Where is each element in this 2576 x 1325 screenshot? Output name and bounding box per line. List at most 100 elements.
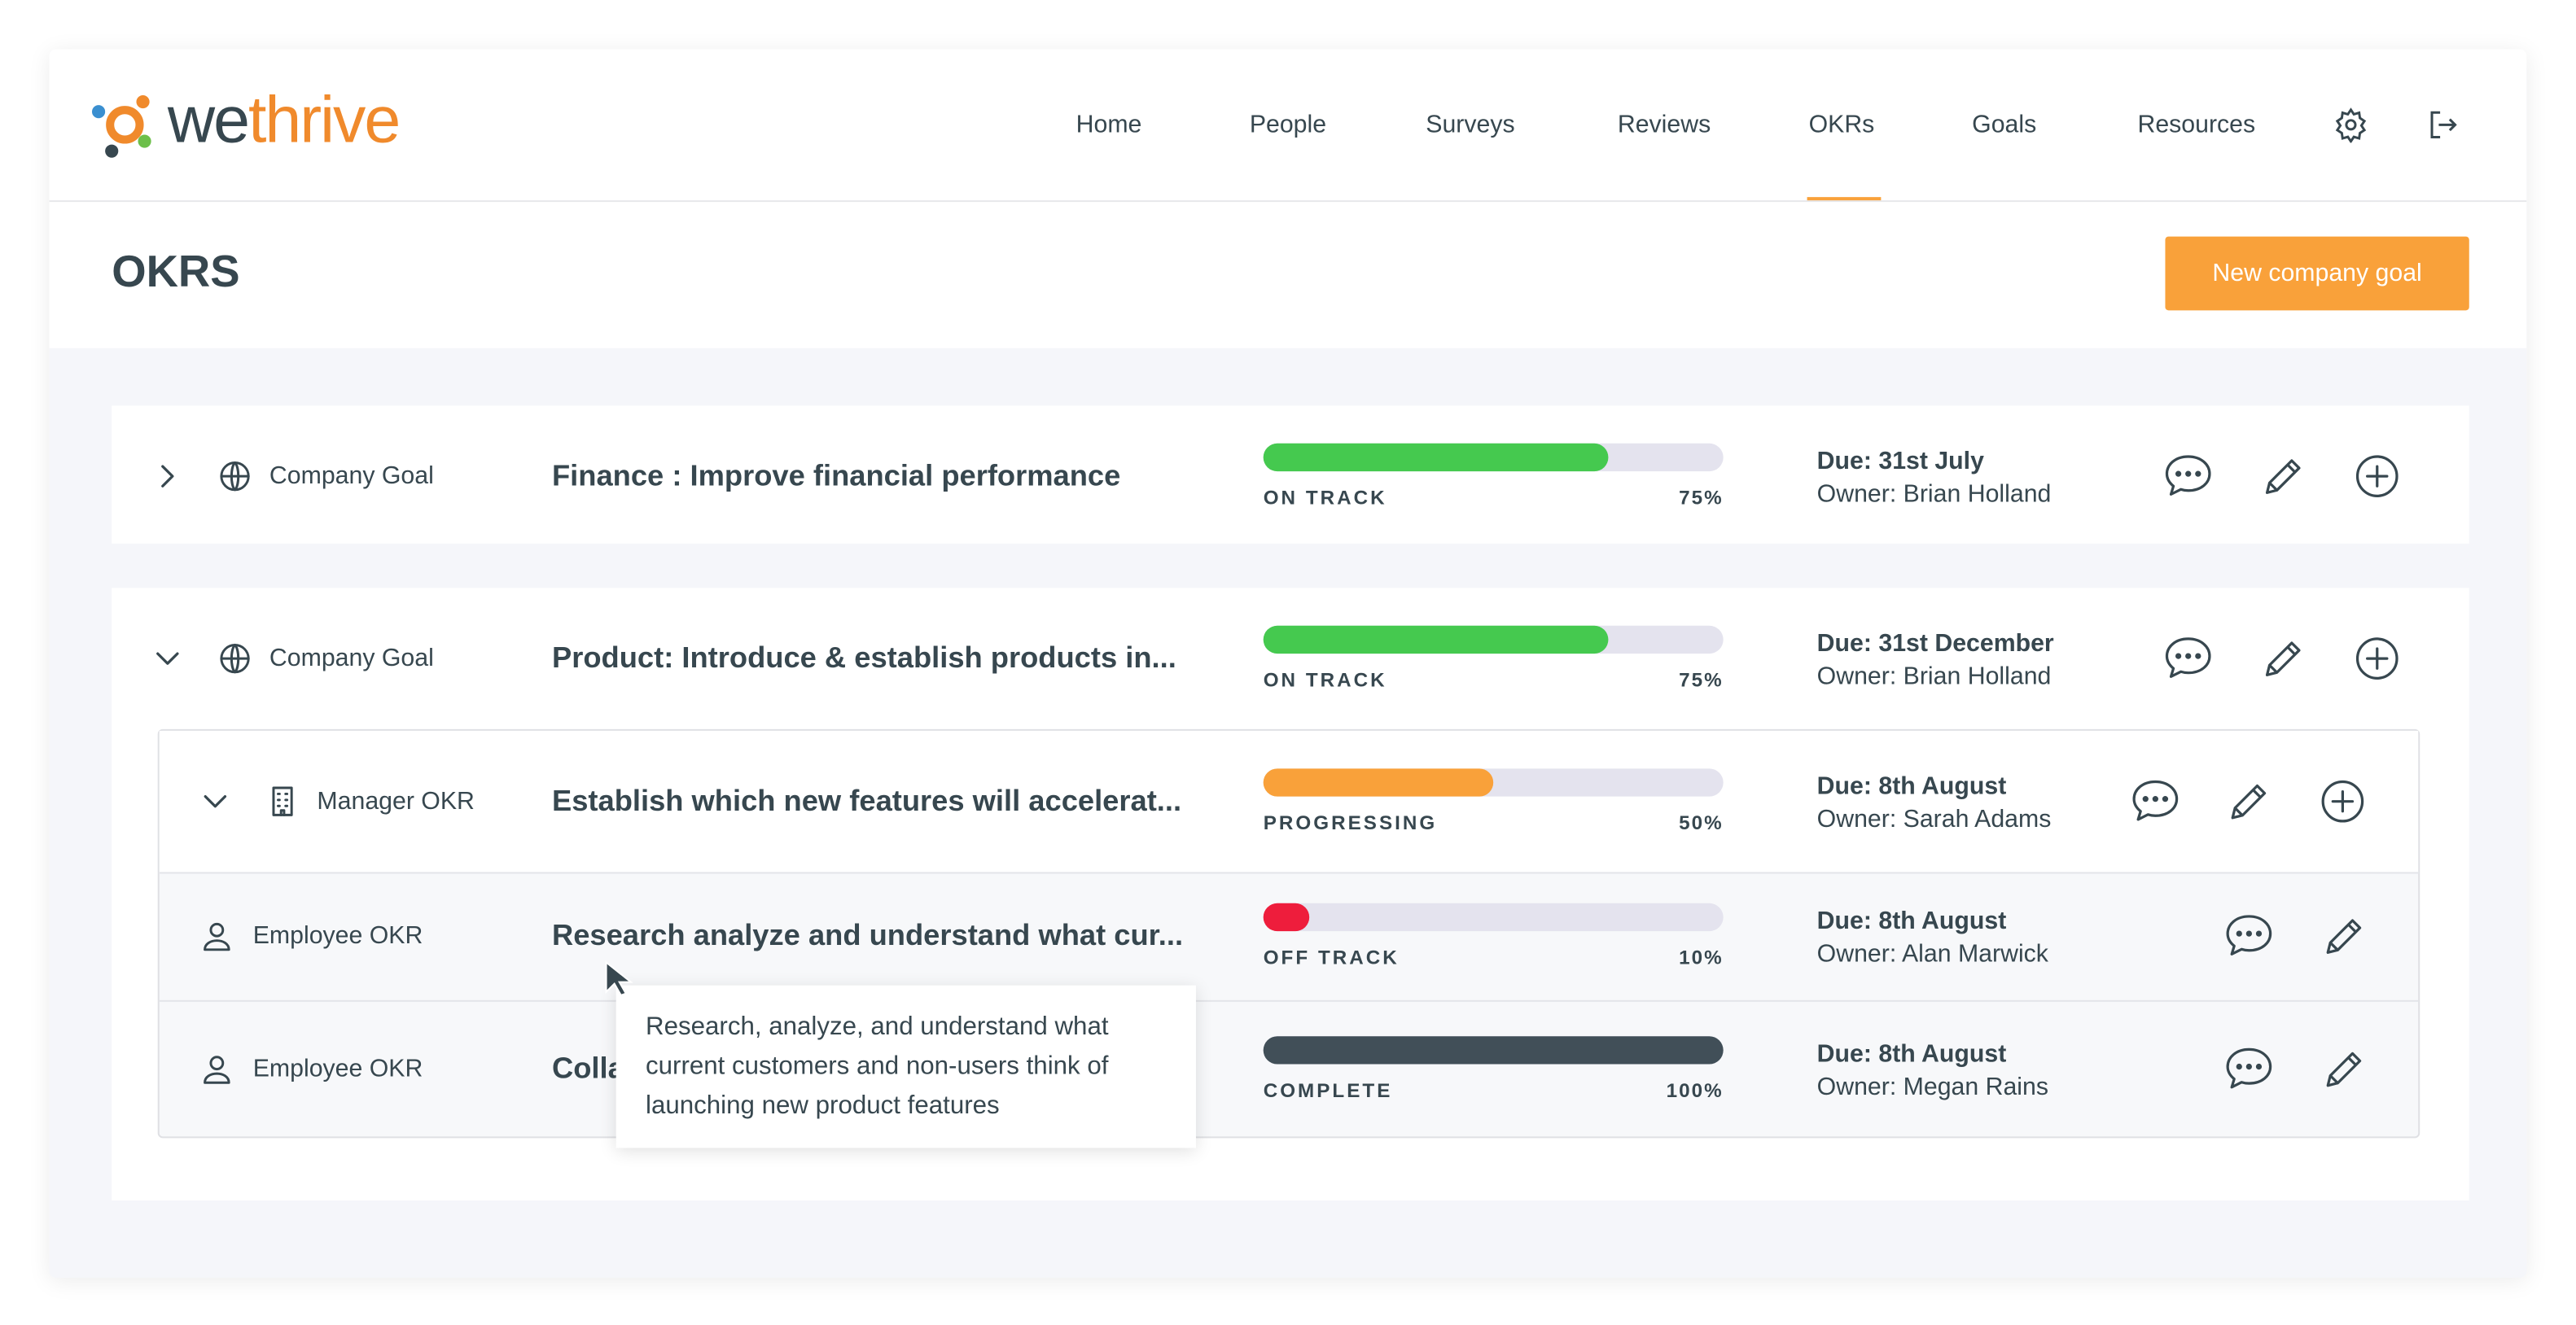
- okr-kind: Company Goal: [269, 644, 434, 673]
- icon-graphic: [220, 461, 250, 492]
- icon-graphic: [204, 795, 227, 808]
- progress-fill: [1263, 768, 1494, 797]
- icon-graphic: [2265, 641, 2301, 676]
- tooltip: Research, analyze, and understand what c…: [616, 985, 1196, 1148]
- title-band: [49, 202, 2527, 348]
- okr-kind: Employee OKR: [252, 921, 423, 951]
- globe-icon: [217, 458, 252, 494]
- globe-icon: [217, 641, 252, 676]
- top-bar: [49, 49, 2527, 203]
- plus-button[interactable]: [2352, 634, 2405, 684]
- due-date: Due: 31st July: [1816, 447, 1984, 476]
- pencil-button[interactable]: [2224, 776, 2277, 826]
- logo-suffix: thrive: [248, 84, 401, 157]
- icon-graphic: [2165, 637, 2211, 678]
- icon-graphic: [272, 786, 293, 816]
- building-icon: [265, 783, 300, 819]
- comment-button[interactable]: [2162, 452, 2215, 501]
- expand-toggle[interactable]: [153, 644, 182, 673]
- new-goal-button[interactable]: New company goal: [2165, 236, 2469, 311]
- due-date: Due: 8th August: [1816, 1040, 2007, 1069]
- status: ON TRACK: [1263, 668, 1387, 692]
- icon-graphic: [2321, 780, 2364, 823]
- icon-graphic: [2355, 455, 2399, 497]
- plus-button[interactable]: [2318, 776, 2371, 826]
- percent: 10%: [1679, 946, 1724, 969]
- icon-graphic: [2265, 459, 2301, 494]
- comment-button[interactable]: [2129, 776, 2182, 826]
- status: OFF TRACK: [1263, 946, 1400, 969]
- okr-kind: Company Goal: [269, 462, 434, 491]
- icon-graphic: [2165, 455, 2211, 496]
- logout-icon[interactable]: [2426, 108, 2459, 141]
- due-date: Due: 31st December: [1816, 629, 2054, 658]
- progress-fill: [1263, 1036, 1724, 1065]
- icon-graphic: [156, 652, 179, 665]
- pencil-button[interactable]: [2258, 452, 2311, 501]
- nav-active-underline: [1807, 197, 1882, 201]
- percent: 50%: [1679, 811, 1724, 835]
- page-title: OKRS: [112, 247, 240, 297]
- comment-button[interactable]: [2223, 912, 2276, 961]
- expand-toggle[interactable]: [153, 461, 182, 491]
- okr-kind: Manager OKR: [317, 787, 475, 816]
- person-icon: [199, 1051, 234, 1087]
- owner: Owner: Megan Rains: [1816, 1073, 2049, 1101]
- tooltip-text: Research, analyze, and understand what c…: [645, 1012, 1109, 1121]
- icon-graphic: [2326, 1052, 2362, 1087]
- okr-title: Establish which new features will accele…: [551, 784, 1182, 817]
- icon-graphic: [204, 922, 230, 951]
- icon-graphic: [2355, 637, 2399, 680]
- progress-fill: [1263, 443, 1609, 472]
- nav-item[interactable]: Reviews: [1617, 111, 1711, 139]
- icon-graphic: [2326, 919, 2362, 954]
- expand-toggle[interactable]: [200, 787, 230, 816]
- plus-button[interactable]: [2352, 452, 2405, 501]
- manager-row-bg: [159, 730, 2419, 874]
- nav-item[interactable]: Home: [1076, 111, 1142, 139]
- progress-fill: [1263, 903, 1310, 932]
- logo-mark: [91, 95, 151, 158]
- okr-title: Product: Introduce & establish products …: [551, 641, 1176, 675]
- owner: Owner: Alan Marwick: [1816, 940, 2048, 969]
- logo-prefix: we: [167, 84, 250, 157]
- status: ON TRACK: [1263, 486, 1387, 509]
- icon-graphic: [2226, 915, 2272, 955]
- nav-item[interactable]: Goals: [1972, 111, 2037, 139]
- pencil-button[interactable]: [2258, 634, 2311, 684]
- comment-button[interactable]: [2162, 634, 2215, 684]
- status: COMPLETE: [1263, 1078, 1393, 1102]
- progress-track: [1263, 903, 1724, 932]
- percent: 75%: [1679, 486, 1724, 509]
- icon-graphic: [161, 465, 174, 488]
- pencil-button[interactable]: [2320, 1044, 2372, 1094]
- settings-icon[interactable]: [2333, 107, 2368, 143]
- nav-item[interactable]: Resources: [2137, 111, 2256, 139]
- icon-graphic: [204, 1056, 230, 1084]
- status: PROGRESSING: [1263, 811, 1438, 835]
- progress-fill: [1263, 625, 1609, 654]
- due-date: Due: 8th August: [1816, 907, 2007, 936]
- okr-kind: Employee OKR: [252, 1055, 423, 1083]
- percent: 100%: [1666, 1078, 1724, 1102]
- owner: Owner: Sarah Adams: [1816, 805, 2052, 834]
- person-icon: [199, 918, 234, 954]
- okr-title: Research analyze and understand what cur…: [551, 918, 1184, 952]
- icon-graphic: [2132, 780, 2179, 821]
- due-date: Due: 8th August: [1816, 772, 2007, 801]
- owner: Owner: Brian Holland: [1816, 480, 2052, 509]
- goal-card: [112, 405, 2469, 544]
- nav-item[interactable]: People: [1249, 111, 1327, 139]
- nav-item[interactable]: Surveys: [1426, 111, 1515, 139]
- percent: 75%: [1679, 668, 1724, 692]
- owner: Owner: Brian Holland: [1816, 662, 2052, 691]
- pencil-button[interactable]: [2320, 912, 2372, 961]
- icon-graphic: [2226, 1047, 2272, 1089]
- logo: wethrive: [167, 84, 401, 159]
- comment-button[interactable]: [2223, 1044, 2276, 1094]
- okr-title: Colla: [551, 1052, 624, 1085]
- cursor: [605, 960, 633, 997]
- nav-item[interactable]: OKRs: [1808, 111, 1875, 139]
- row-divider: [159, 999, 2419, 1002]
